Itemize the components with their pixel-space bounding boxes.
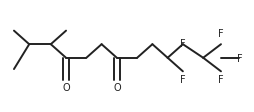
- Text: F: F: [218, 74, 224, 84]
- Text: F: F: [237, 53, 243, 63]
- Text: O: O: [113, 82, 121, 92]
- Text: F: F: [180, 39, 186, 48]
- Text: O: O: [62, 82, 70, 92]
- Text: F: F: [218, 29, 224, 39]
- Text: F: F: [180, 74, 186, 84]
